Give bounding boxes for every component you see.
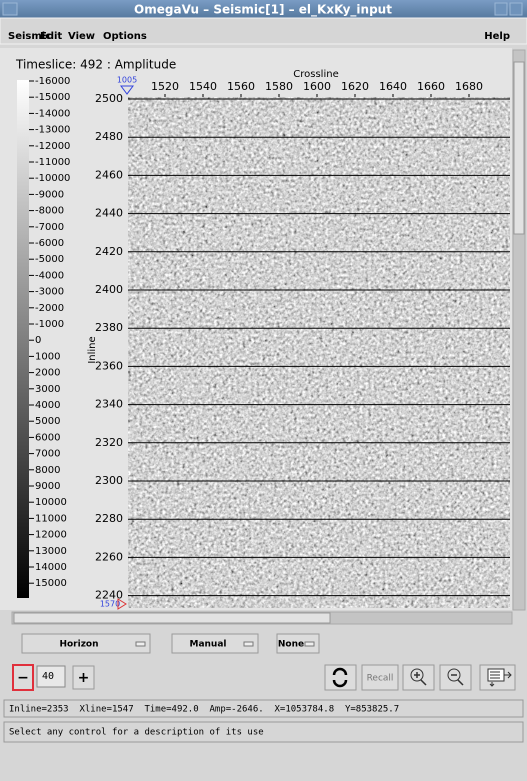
x-tick-label: 1520 — [151, 80, 179, 93]
x-tick-label: 1600 — [303, 80, 331, 93]
colorbar-label: -3000 — [35, 287, 64, 298]
colorbar-label: 8000 — [35, 465, 60, 476]
x-axis-label: Crossline — [293, 69, 338, 80]
y-tick-label: 2340 — [95, 398, 123, 411]
colorbar-label: 6000 — [35, 432, 60, 443]
dropdown-indicator — [305, 642, 314, 646]
colorbar-label: 0 — [35, 335, 41, 346]
window-title: OmegaVu – Seismic[1] – el_KxKy_input — [134, 3, 392, 18]
plot-title: Timeslice: 492 : Amplitude — [15, 58, 176, 72]
window-menu-button[interactable] — [3, 3, 17, 15]
colorbar-label: 7000 — [35, 449, 60, 460]
y-tick-label: 2300 — [95, 474, 123, 487]
colorbar-label: -12000 — [35, 141, 70, 152]
y-tick-label: 2240 — [95, 589, 123, 602]
y-tick-label: 2500 — [95, 92, 123, 105]
colorbar-label: 11000 — [35, 513, 67, 524]
y-tick-label: 2280 — [95, 512, 123, 525]
y-tick-label: 2380 — [95, 321, 123, 334]
colorbar-label: 3000 — [35, 384, 60, 395]
horizontal-scroll-thumb[interactable] — [14, 613, 330, 623]
x-tick-label: 1680 — [455, 80, 483, 93]
colorbar-label: 10000 — [35, 497, 67, 508]
dropdown-label: None — [278, 640, 304, 650]
window: OmegaVu – Seismic[1] – el_KxKy_input Hel… — [0, 0, 527, 781]
colorbar-label: -7000 — [35, 222, 64, 233]
colorbar-label: 15000 — [35, 578, 67, 589]
colorbar-label: -8000 — [35, 206, 64, 217]
x-tick-label: 1560 — [227, 80, 255, 93]
menu-item[interactable]: Options — [103, 31, 147, 42]
x-marker-label: 1005 — [117, 76, 137, 85]
seismic-image — [128, 97, 510, 608]
page: {"window": {"title": "OmegaVu – Seismic[… — [0, 0, 527, 781]
x-tick-label: 1580 — [265, 80, 293, 93]
dropdown-indicator — [244, 642, 253, 646]
step-value: 40 — [42, 671, 54, 682]
menu-item[interactable]: View — [68, 31, 95, 42]
x-tick-label: 1540 — [189, 80, 217, 93]
colorbar-label: 5000 — [35, 416, 60, 427]
colorbar-label: -4000 — [35, 270, 64, 281]
colorbar-label: -1000 — [35, 319, 64, 330]
y-tick-label: 2460 — [95, 168, 123, 181]
colorbar-label: 12000 — [35, 530, 67, 541]
colorbar-label: 4000 — [35, 400, 60, 411]
minimize-button[interactable] — [495, 3, 507, 15]
vertical-scroll-thumb[interactable] — [514, 62, 524, 234]
colorbar-label: 9000 — [35, 481, 60, 492]
colorbar-label: -9000 — [35, 189, 64, 200]
y-tick-label: 2480 — [95, 130, 123, 143]
colorbar-label: -2000 — [35, 303, 64, 314]
increment-label: + — [78, 670, 90, 686]
menu-help[interactable]: Help — [484, 31, 510, 42]
colorbar-label: 1000 — [35, 351, 60, 362]
y-tick-label: 2420 — [95, 245, 123, 258]
colorbar-label: 2000 — [35, 368, 60, 379]
x-tick-label: 1640 — [379, 80, 407, 93]
dropdown-indicator — [136, 642, 145, 646]
y-tick-label: 2400 — [95, 283, 123, 296]
y-tick-label: 2360 — [95, 359, 123, 372]
status-text: Inline=2353 Xline=1547 Time=492.0 Amp=-2… — [9, 705, 399, 715]
maximize-button[interactable] — [510, 3, 522, 15]
colorbar-label: -13000 — [35, 125, 70, 136]
y-tick-label: 2320 — [95, 436, 123, 449]
colorbar-label: 13000 — [35, 546, 67, 557]
colorbar-label: -10000 — [35, 173, 70, 184]
decrement-label: − — [17, 670, 29, 686]
dropdown-label: Manual — [189, 640, 226, 650]
menu-item[interactable]: Edit — [40, 31, 62, 42]
x-tick-label: 1660 — [417, 80, 445, 93]
colorbar-label: -16000 — [35, 76, 70, 87]
x-tick-label: 1620 — [341, 80, 369, 93]
colorbar-label: -11000 — [35, 157, 70, 168]
colorbar-label: -14000 — [35, 108, 70, 119]
help-text: Select any control for a description of … — [9, 728, 264, 738]
colorbar-label: -6000 — [35, 238, 64, 249]
colorbar-label: -5000 — [35, 254, 64, 265]
dropdown-label: Horizon — [59, 640, 98, 650]
app-window: OmegaVu – Seismic[1] – el_KxKy_input Hel… — [0, 0, 527, 781]
colorbar-label: -15000 — [35, 92, 70, 103]
colorbar — [17, 80, 29, 598]
recall-label: Recall — [367, 674, 394, 684]
colorbar-label: 14000 — [35, 562, 67, 573]
y-tick-label: 2260 — [95, 550, 123, 563]
y-tick-label: 2440 — [95, 207, 123, 220]
